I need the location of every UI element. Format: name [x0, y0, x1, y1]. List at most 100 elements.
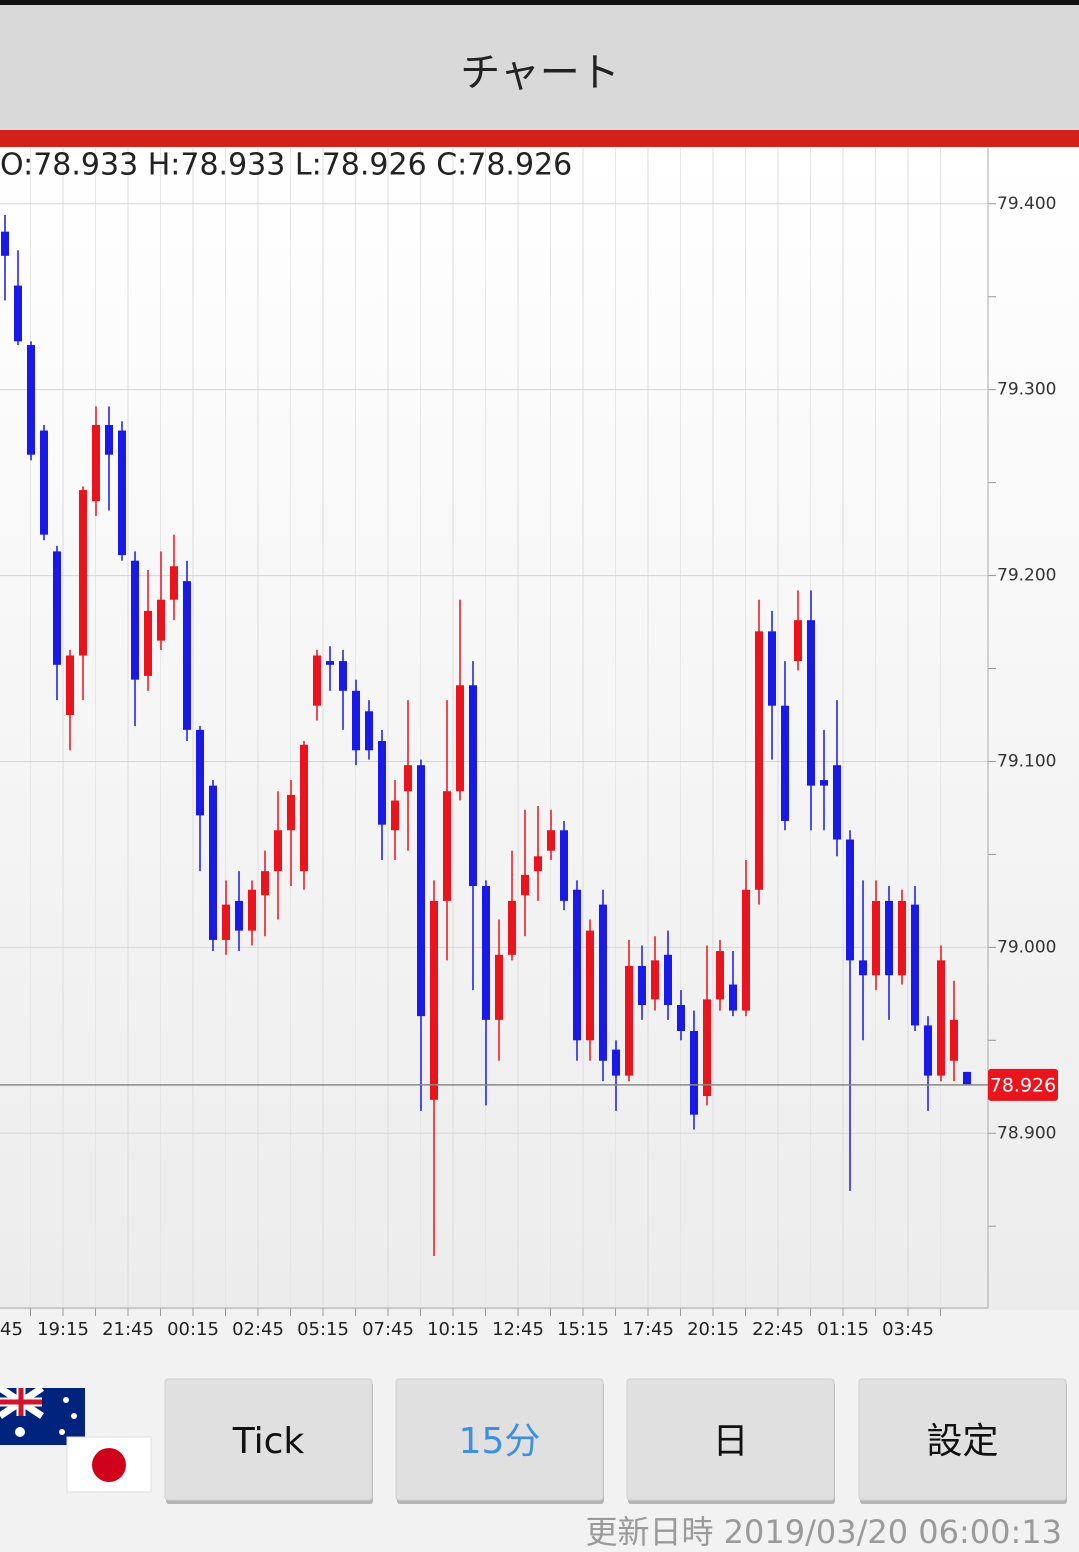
candle-body — [898, 900, 906, 976]
candle-body — [157, 599, 165, 641]
candle-body — [560, 830, 568, 901]
x-tick-label: 22:45 — [752, 1319, 804, 1340]
button-face[interactable] — [858, 1378, 1067, 1501]
candle-body — [794, 620, 802, 662]
button-face[interactable] — [626, 1378, 835, 1501]
candle-body — [872, 900, 880, 976]
button-label[interactable]: 日 — [712, 1421, 748, 1462]
y-tick-label: 79.100 — [997, 751, 1056, 771]
candle-body — [287, 794, 295, 831]
candle-body — [521, 874, 529, 896]
y-tick-label: 79.000 — [997, 937, 1056, 957]
candle-body — [365, 711, 373, 751]
y-tick-label: 78.900 — [997, 1123, 1056, 1143]
candle-body — [755, 631, 763, 890]
candle-body — [1, 231, 9, 256]
candle-body — [651, 960, 659, 1000]
status-strip — [0, 0, 1079, 5]
candle-body — [274, 830, 282, 872]
candle-body — [534, 856, 542, 872]
candle-body — [118, 430, 126, 556]
candle-body — [339, 661, 347, 691]
candle-body — [196, 729, 204, 816]
candle-body — [547, 830, 555, 851]
candle-body — [222, 904, 230, 940]
candle-body — [131, 560, 139, 680]
flag-star — [63, 1397, 69, 1403]
candle-body — [495, 954, 503, 1020]
candle-body — [404, 765, 412, 792]
y-tick-label: 79.200 — [997, 566, 1056, 586]
candle-body — [235, 900, 243, 931]
button[interactable]: 15分 — [395, 1378, 604, 1504]
candle-body — [456, 685, 464, 792]
candle-body — [14, 285, 22, 342]
x-tick-label: 03:45 — [882, 1319, 934, 1340]
candle-body — [742, 889, 750, 1011]
candle-body — [430, 900, 438, 1100]
accent-bar — [0, 130, 1079, 147]
candle-body — [209, 785, 217, 940]
candle-body — [807, 620, 815, 786]
candle-body — [469, 685, 477, 887]
chart-background — [0, 147, 1079, 1310]
button-label[interactable]: 15分 — [459, 1421, 541, 1462]
candle-body — [105, 424, 113, 455]
candle-body — [300, 744, 308, 872]
candle-body — [183, 581, 191, 730]
x-tick-label: 20:15 — [687, 1319, 739, 1340]
button-label[interactable]: Tick — [232, 1421, 305, 1462]
x-tick-label: 15:15 — [557, 1319, 609, 1340]
candle-body — [859, 960, 867, 976]
button[interactable]: 設定 — [858, 1378, 1067, 1504]
update-time: 更新日時 2019/03/20 06:00:13 — [585, 1513, 1062, 1551]
header-bar — [0, 0, 1079, 130]
candle-body — [612, 1049, 620, 1076]
x-tick-label: 00:15 — [167, 1319, 219, 1340]
button-face[interactable] — [395, 1378, 604, 1501]
candle-body — [79, 490, 87, 656]
candle-body — [885, 900, 893, 976]
flags — [0, 1385, 152, 1493]
candle-body — [417, 765, 425, 1017]
candle-body — [313, 655, 321, 706]
candle-body — [911, 904, 919, 1026]
candle-body — [66, 655, 74, 715]
flag-star — [71, 1413, 77, 1419]
x-tick-label: 01:15 — [817, 1319, 869, 1340]
candle-body — [664, 954, 672, 1005]
current-price-badge — [988, 1068, 1058, 1101]
chart: 45 19:15 21:45 00:15 02:45 05:15 07:45 10:15 12:… — [0, 148, 1058, 1340]
candle-body — [378, 741, 386, 825]
header-title: チャート — [460, 50, 620, 96]
x-tick-label: 19:15 — [37, 1319, 89, 1340]
flag-cross — [0, 1388, 42, 1416]
x-tick-label: 12:45 — [492, 1319, 544, 1340]
candle-body — [92, 424, 100, 502]
x-tick-label: 17:45 — [622, 1319, 674, 1340]
candle-body — [937, 960, 945, 1076]
flag-sun — [92, 1448, 126, 1482]
candle-body — [677, 1004, 685, 1032]
candle-body — [443, 791, 451, 901]
x-tick-label: 02:45 — [232, 1319, 284, 1340]
candle-body — [625, 965, 633, 1076]
button[interactable]: Tick — [164, 1378, 373, 1504]
x-tick-label: 45 — [0, 1319, 23, 1340]
candle-body — [716, 951, 724, 1000]
candle-body — [729, 984, 737, 1011]
button-label[interactable]: 設定 — [926, 1421, 998, 1462]
candle-body — [586, 930, 594, 1041]
button[interactable]: 日 — [626, 1378, 835, 1504]
candle-body — [170, 566, 178, 600]
x-tick-label: 05:15 — [297, 1319, 349, 1340]
current-price-label: 78.926 — [990, 1074, 1056, 1096]
candle-body — [40, 430, 48, 535]
x-tick-label: 21:45 — [102, 1319, 154, 1340]
candle-body — [326, 661, 334, 665]
candle-body — [846, 839, 854, 961]
candle-body — [573, 889, 581, 1041]
candle-body — [508, 900, 516, 955]
button-face[interactable] — [164, 1378, 373, 1501]
x-tick-label: 10:15 — [427, 1319, 479, 1340]
